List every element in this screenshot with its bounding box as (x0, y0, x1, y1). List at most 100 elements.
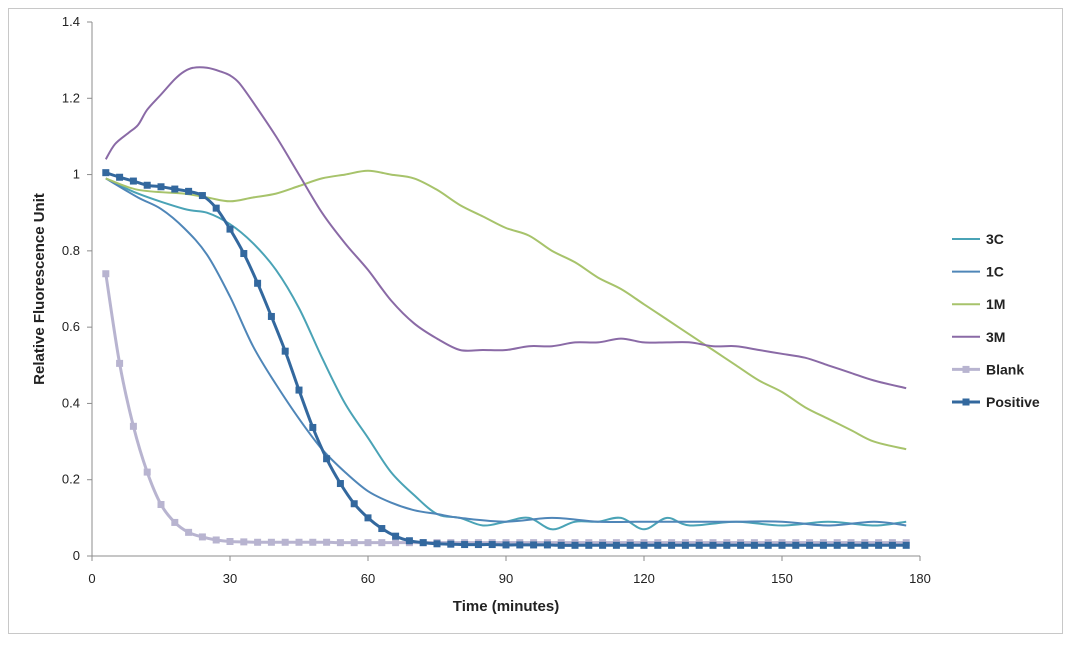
data-point-blank (336, 539, 344, 547)
data-point-positive (530, 541, 538, 549)
data-point-blank (185, 528, 193, 536)
y-tick-label: 0.6 (62, 319, 80, 334)
data-point-blank (309, 538, 317, 546)
series-3m (104, 66, 907, 390)
data-point-blank (226, 538, 234, 546)
data-point-positive (847, 541, 855, 549)
y-tick-label: 0 (73, 548, 80, 563)
legend-item-3m: 3M (952, 329, 1005, 345)
data-point-positive (281, 347, 289, 355)
legend-marker-positive (962, 398, 970, 406)
legend-label-1m: 1M (986, 296, 1005, 312)
data-point-positive (212, 204, 220, 212)
series-line-3c (105, 177, 907, 531)
data-point-positive (861, 541, 869, 549)
data-point-blank (171, 518, 179, 526)
data-point-blank (267, 538, 275, 546)
data-point-positive (723, 541, 731, 549)
data-point-positive (668, 541, 676, 549)
data-point-positive (143, 181, 151, 189)
data-point-positive (543, 541, 551, 549)
y-tick-label: 1.4 (62, 14, 80, 29)
data-point-positive (474, 541, 482, 549)
data-point-positive (240, 250, 248, 258)
y-tick-label: 0.8 (62, 243, 80, 258)
series-3c (105, 177, 907, 531)
data-point-positive (102, 169, 110, 177)
data-point-positive (364, 514, 372, 522)
data-point-blank (350, 539, 358, 547)
data-point-blank (129, 422, 137, 430)
y-axis-title: Relative Fluorescence Unit (31, 193, 48, 385)
axes: 0 0.2 0.4 0.6 0.8 1 1.2 1.4 0 30 60 90 120 150 180 (62, 14, 931, 586)
data-point-positive (419, 539, 427, 547)
data-point-positive (571, 541, 579, 549)
x-tick-label: 180 (909, 571, 931, 586)
x-tick-label: 120 (633, 571, 655, 586)
legend-item-positive: Positive (952, 394, 1040, 410)
data-point-blank (295, 538, 303, 546)
data-point-positive (750, 541, 758, 549)
data-point-positive (778, 541, 786, 549)
data-point-positive (267, 312, 275, 320)
data-point-positive (323, 455, 331, 463)
data-point-positive (378, 525, 386, 533)
legend-label-positive: Positive (986, 394, 1040, 410)
data-point-positive (336, 480, 344, 488)
data-point-positive (709, 541, 717, 549)
data-point-blank (323, 538, 331, 546)
plot-area (102, 66, 910, 549)
data-point-blank (254, 538, 262, 546)
data-point-positive (502, 541, 510, 549)
legend-label-3m: 3M (986, 329, 1005, 345)
data-point-positive (902, 541, 910, 549)
data-point-positive (806, 541, 814, 549)
x-tick-label: 60 (361, 571, 375, 586)
data-point-positive (599, 541, 607, 549)
data-point-positive (585, 541, 593, 549)
data-point-positive (157, 183, 165, 191)
data-point-positive (350, 500, 358, 508)
data-point-positive (737, 541, 745, 549)
y-tick-label: 1 (73, 167, 80, 182)
data-point-positive (695, 541, 703, 549)
data-point-positive (461, 541, 469, 549)
data-point-positive (681, 541, 689, 549)
data-point-blank (157, 501, 165, 509)
data-point-blank (378, 539, 386, 547)
data-point-blank (143, 468, 151, 476)
series-line-3m (104, 66, 907, 390)
x-tick-label: 150 (771, 571, 793, 586)
data-point-positive (833, 541, 841, 549)
legend-item-1c: 1C (952, 264, 1004, 280)
data-point-blank (102, 270, 110, 278)
x-tick-label: 30 (223, 571, 237, 586)
data-point-positive (129, 177, 137, 185)
y-tick-label: 0.2 (62, 472, 80, 487)
data-point-positive (888, 541, 896, 549)
data-point-positive (875, 541, 883, 549)
data-point-positive (516, 541, 524, 549)
y-tick-label: 1.2 (62, 90, 80, 105)
legend-item-1m: 1M (952, 296, 1005, 312)
data-point-positive (792, 541, 800, 549)
data-point-blank (198, 533, 206, 541)
series-1m (105, 169, 907, 451)
data-point-positive (433, 540, 441, 548)
legend-label-3c: 3C (986, 231, 1004, 247)
data-point-positive (654, 541, 662, 549)
series-line-1c (105, 177, 907, 527)
data-point-positive (226, 225, 234, 233)
x-tick-label: 0 (88, 571, 95, 586)
y-tick-label: 0.4 (62, 395, 80, 410)
legend: 3C 1C 1M 3M Blank Positive (952, 231, 1040, 410)
data-point-positive (557, 541, 565, 549)
series-blank (102, 270, 910, 547)
series-positive (102, 169, 910, 549)
x-axis-title: Time (minutes) (453, 598, 559, 615)
data-point-positive (254, 279, 262, 287)
data-point-positive (185, 187, 193, 195)
legend-item-3c: 3C (952, 231, 1004, 247)
data-point-blank (116, 359, 124, 367)
